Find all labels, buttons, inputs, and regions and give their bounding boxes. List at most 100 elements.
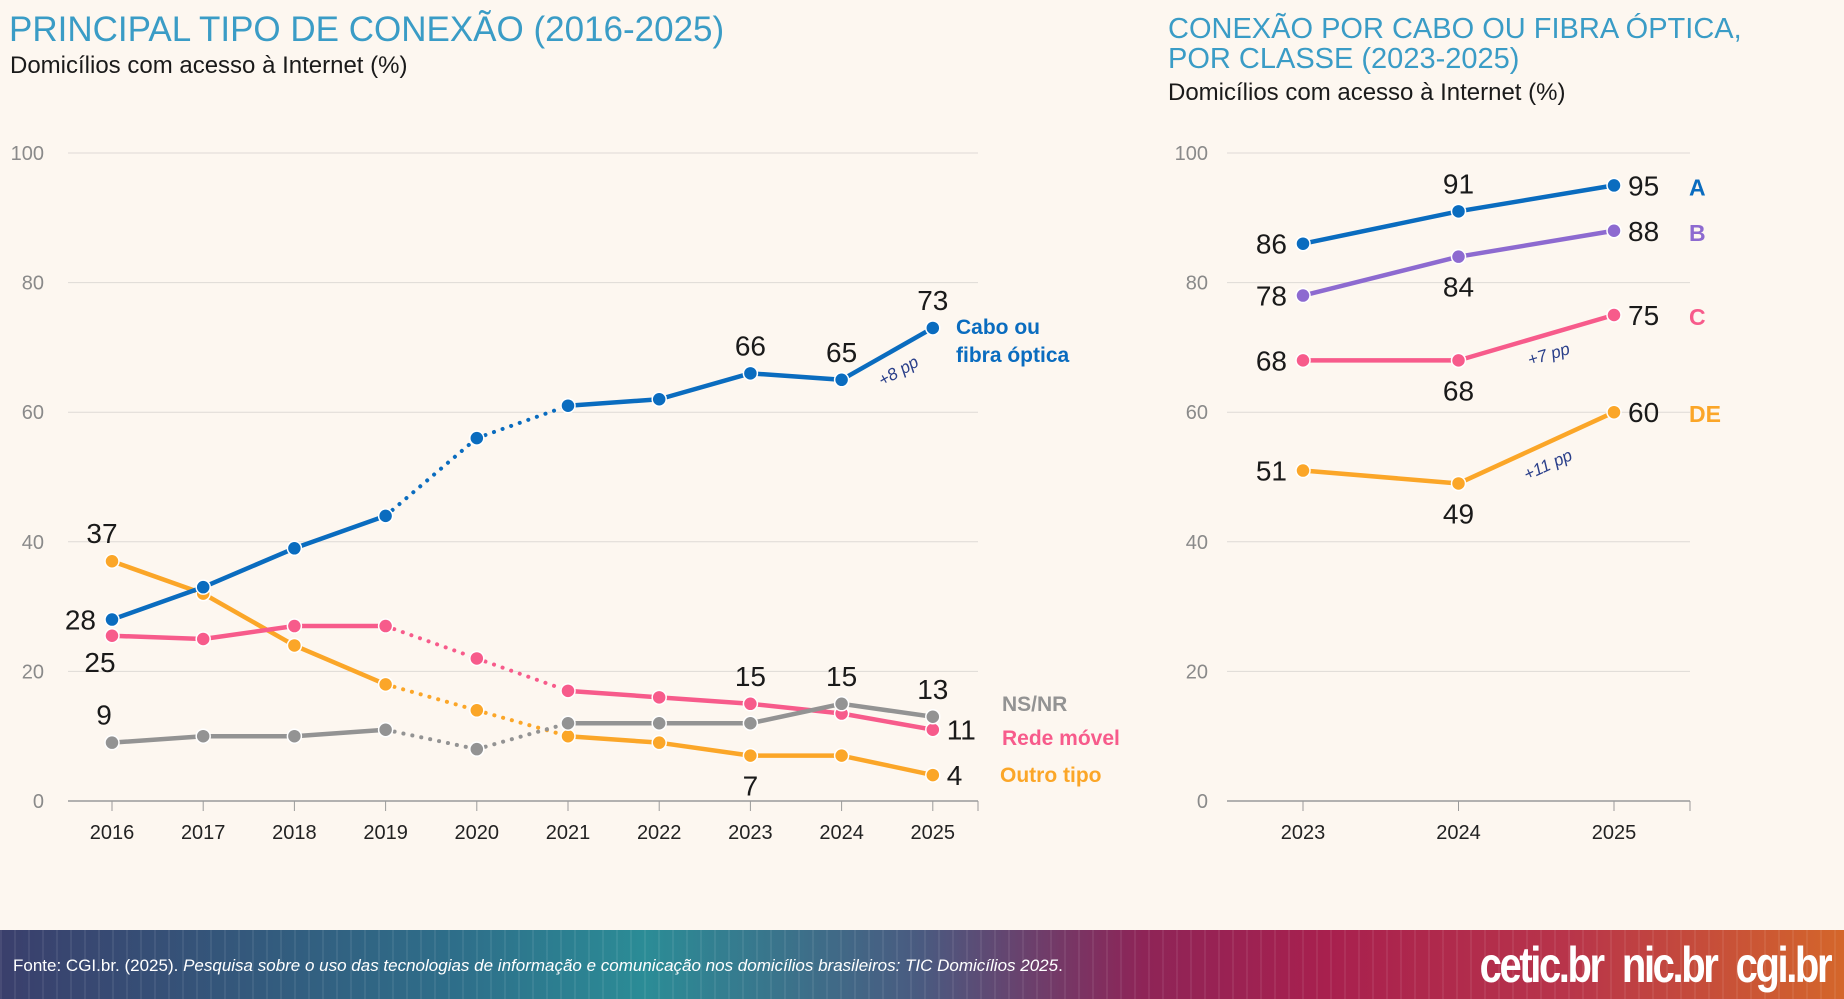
- series-segment: [1300, 209, 1461, 246]
- data-point: [560, 683, 576, 699]
- data-point: [560, 728, 576, 744]
- data-point: [286, 728, 303, 744]
- data-label: 49: [1443, 498, 1474, 529]
- data-point: [286, 618, 303, 634]
- data-label: 68: [1256, 345, 1287, 376]
- data-point: [1295, 235, 1311, 252]
- data-point: [833, 372, 850, 388]
- y-tick-label: 0: [33, 791, 44, 813]
- series-segment: [383, 624, 479, 661]
- series-segment: [656, 695, 753, 707]
- data-point: [377, 618, 394, 634]
- data-label: 7: [743, 771, 759, 802]
- series-legend-label: Rede móvel: [1002, 727, 1120, 750]
- series-segment: [383, 682, 479, 713]
- y-tick-label: 20: [1186, 661, 1208, 683]
- series-segment: [1456, 409, 1617, 486]
- series-segment: [109, 733, 206, 745]
- series-segment: [292, 513, 388, 551]
- data-point: [925, 721, 941, 738]
- data-point: [1295, 462, 1311, 479]
- x-tick-label: 2022: [637, 822, 682, 844]
- footer-pattern: [0, 930, 1844, 999]
- y-tick-label: 60: [22, 402, 44, 424]
- source-note: Fonte: CGI.br. (2025). Pesquisa sobre o …: [13, 956, 1063, 976]
- y-tick-label: 100: [1175, 143, 1208, 165]
- data-point: [195, 579, 211, 595]
- data-label: 28: [65, 605, 96, 636]
- data-point: [742, 715, 759, 731]
- y-tick-label: 100: [11, 143, 44, 165]
- data-point: [469, 702, 485, 719]
- x-tick-label: 2018: [272, 822, 317, 844]
- data-label: 51: [1256, 456, 1287, 487]
- series-segment: [474, 721, 570, 752]
- data-label: 25: [84, 647, 115, 678]
- data-label: 66: [735, 330, 766, 361]
- data-point: [195, 631, 211, 647]
- change-annotation: +7 pp: [1525, 339, 1572, 369]
- x-tick-label: 2025: [1592, 822, 1637, 844]
- series-segment: [200, 546, 297, 590]
- data-label: 68: [1443, 375, 1474, 406]
- left-chart-subtitle: Domicílios com acesso à Internet (%): [10, 52, 408, 79]
- data-label: 95: [1628, 170, 1659, 201]
- x-tick-label: 2023: [1281, 822, 1326, 844]
- series-legend-label: A: [1689, 174, 1706, 200]
- data-label: 9: [96, 700, 112, 731]
- series-segment: [1456, 183, 1617, 214]
- data-label: 60: [1628, 397, 1659, 428]
- data-point: [469, 430, 485, 446]
- series-segment: [109, 558, 206, 596]
- y-tick-label: 20: [22, 661, 44, 683]
- series-segment: [656, 371, 753, 402]
- series-segment: [748, 371, 844, 383]
- data-point: [560, 715, 576, 731]
- data-label: 73: [917, 285, 948, 316]
- series-segment: [1456, 228, 1617, 259]
- data-point: [560, 397, 576, 414]
- x-tick-label: 2016: [90, 822, 135, 844]
- data-label: 88: [1628, 216, 1659, 247]
- series-segment: [292, 643, 388, 687]
- y-tick-label: 80: [1186, 273, 1208, 295]
- x-tick-label: 2019: [363, 822, 408, 844]
- series-legend-label: C: [1689, 304, 1706, 330]
- data-point: [377, 721, 394, 738]
- series-segment: [839, 325, 936, 383]
- data-label: 91: [1443, 168, 1474, 199]
- y-tick-label: 40: [22, 532, 44, 554]
- logo-nic: nic.br: [1621, 937, 1719, 993]
- data-point: [1450, 248, 1467, 265]
- data-label: 15: [735, 661, 766, 692]
- x-tick-label: 2017: [181, 822, 226, 844]
- series-segment: [839, 753, 936, 778]
- data-point: [377, 508, 394, 524]
- left-chart-title: PRINCIPAL TIPO DE CONEXÃO (2016-2025): [9, 10, 725, 49]
- y-tick-label: 0: [1197, 791, 1208, 813]
- series-segment: [200, 623, 297, 642]
- series-segment: [565, 396, 662, 408]
- data-point: [469, 650, 485, 667]
- series-segment: [565, 733, 662, 745]
- series-legend-label: NS/NR: [1002, 693, 1067, 716]
- data-label: 15: [826, 661, 857, 692]
- right-chart-title: CONEXÃO POR CABO OU FIBRA ÓPTICA, POR CL…: [1168, 14, 1742, 74]
- series-segment: [1300, 254, 1461, 298]
- logo-cgi: cgi.br: [1735, 937, 1832, 993]
- data-point: [925, 709, 941, 725]
- data-point: [651, 391, 667, 407]
- data-point: [651, 689, 667, 706]
- series-segment: [383, 436, 479, 518]
- data-label: 75: [1628, 300, 1659, 331]
- data-label: 86: [1256, 229, 1287, 260]
- source-prefix: Fonte: CGI.br. (2025).: [13, 956, 184, 975]
- data-label: 78: [1256, 281, 1287, 312]
- x-tick-label: 2020: [455, 822, 500, 844]
- right-chart-subtitle: Domicílios com acesso à Internet (%): [1168, 79, 1566, 106]
- series-segment: [109, 584, 206, 622]
- data-point: [651, 734, 667, 751]
- series-legend-label: fibra óptica: [956, 344, 1070, 367]
- data-point: [1450, 352, 1467, 369]
- data-point: [742, 747, 759, 764]
